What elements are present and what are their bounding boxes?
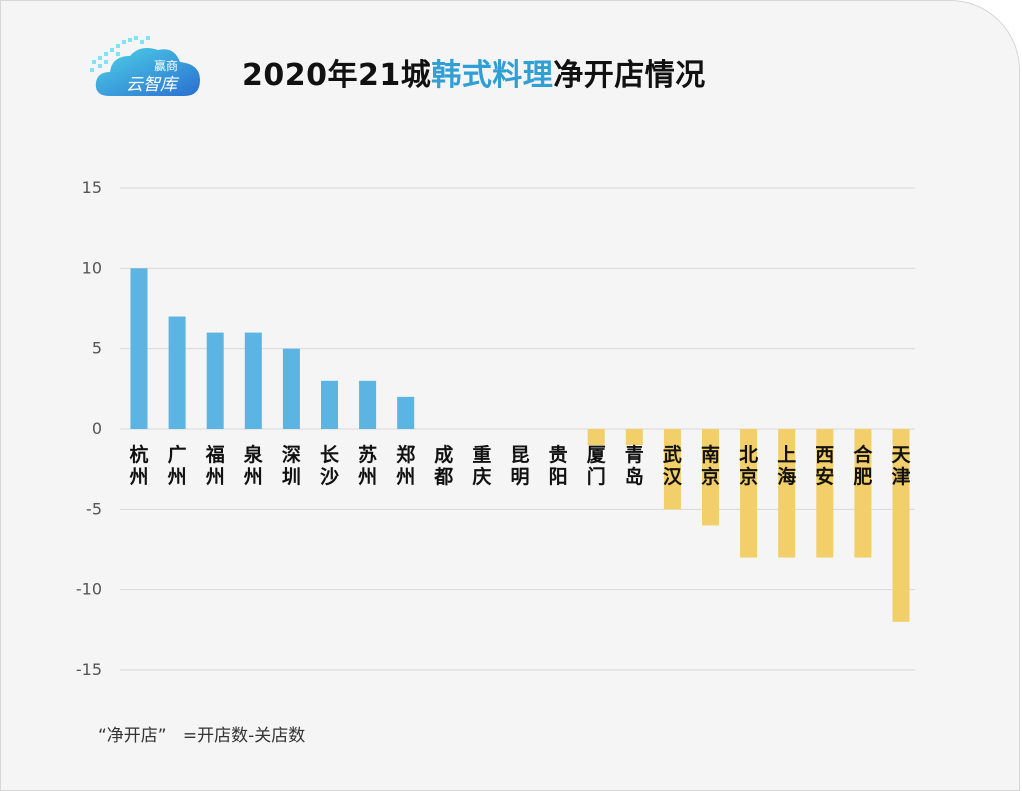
category-label: 京 [739,465,758,488]
svg-text:云智库: 云智库 [126,75,180,95]
category-label: 贵 [549,444,568,466]
title-highlight: 韩式料理 [431,58,554,93]
bar [816,429,834,558]
y-tick-label: 0 [92,419,102,438]
category-label: 厦 [587,444,607,466]
category-label: 成 [434,443,453,466]
title-suffix: 净开店情况 [553,58,706,93]
category-label: 苏 [358,443,377,466]
y-tick-label: -15 [76,660,102,679]
category-label: 武 [663,444,682,466]
bars [130,268,910,622]
bar [854,429,872,558]
bar [702,429,719,526]
category-label: 州 [244,466,263,488]
category-label: 州 [168,466,187,488]
bar [892,429,910,622]
category-label: 青 [625,444,644,466]
category-label: 重 [472,444,491,466]
y-tick-label: -5 [86,499,102,518]
category-label: 杭 [129,443,148,466]
category-label: 上 [777,444,796,466]
category-label: 阳 [549,466,568,488]
category-label: 州 [358,466,377,488]
category-label: 汉 [663,466,683,488]
chart-title: 2020年21城韩式料理净开店情况 [242,50,706,94]
category-label: 天 [891,444,911,466]
category-label: 州 [129,466,148,488]
cloud-logo-icon: 赢商 云智库 [90,36,200,96]
category-label: 沙 [320,466,339,488]
category-label: 圳 [282,466,301,488]
category-label: 合 [853,443,873,466]
category-label: 深 [282,443,301,466]
category-label: 京 [701,465,720,488]
footnote: “净开店” =开店数-关店数 [98,726,306,746]
category-label: 长 [320,444,340,466]
title-prefix: 2020年21城 [242,58,432,93]
bar [397,396,415,429]
category-label: 岛 [625,465,644,488]
category-label: 昆 [510,444,529,466]
category-label: 安 [815,465,834,488]
category-label: 广 [168,443,187,466]
bar [663,429,681,510]
y-tick-label: 10 [82,258,102,277]
category-label: 泉 [243,443,264,466]
bar [321,380,338,429]
bar [130,268,148,429]
gridlines [120,187,915,671]
category-labels: 杭州广州福州泉州深圳长沙苏州郑州成都重庆昆明贵阳厦门青岛武汉南京北京上海西安合肥… [129,443,911,488]
category-label: 郑 [396,444,415,466]
bar [206,332,224,429]
y-tick-label: 15 [82,178,102,197]
brand-logo: 赢商 云智库 [88,34,208,104]
bar [168,316,186,429]
svg-text:赢商: 赢商 [154,58,178,73]
y-tick-label: 5 [92,339,102,358]
category-label: 州 [396,466,415,488]
bar [359,380,377,429]
category-label: 门 [587,465,606,488]
category-label: 西 [815,444,834,466]
y-axis-ticks: 15 10 5 0 -5 -10 -15 [76,178,102,679]
bar [244,332,262,429]
category-label: 海 [777,465,796,488]
bar [740,429,758,558]
y-tick-label: -10 [76,580,102,599]
category-label: 津 [891,465,910,488]
bar [587,429,605,446]
category-label: 明 [510,466,529,488]
bar [282,348,300,429]
bar [778,429,796,558]
category-label: 福 [205,443,225,466]
category-label: 南 [701,444,720,466]
category-label: 肥 [853,466,872,488]
category-label: 州 [206,466,225,488]
bar [625,429,643,446]
category-label: 北 [739,444,758,466]
category-label: 都 [433,466,453,488]
category-label: 庆 [472,465,491,488]
